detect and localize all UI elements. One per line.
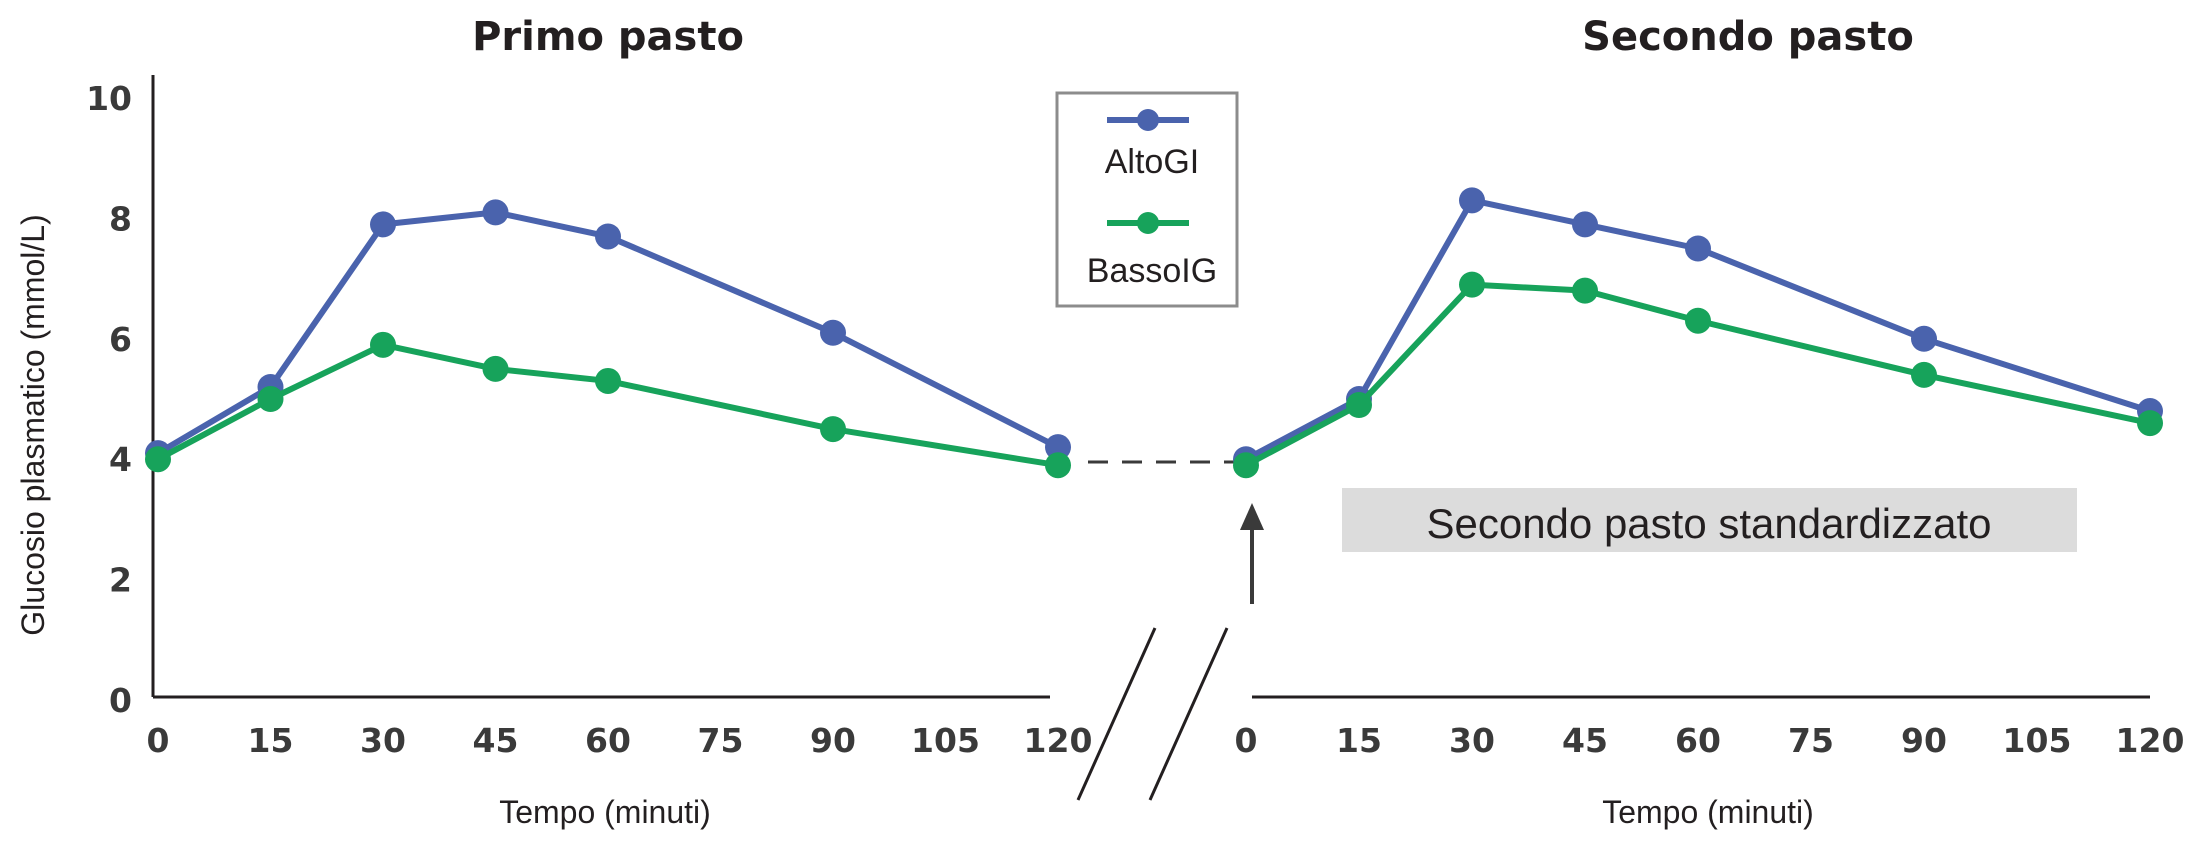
x-tick-label: 15 (1336, 721, 1382, 760)
data-point-alto (1572, 211, 1598, 238)
x-tick-label: 15 (248, 721, 294, 760)
data-point-alto (370, 211, 396, 238)
panel-title-secondo: Secondo pasto (1582, 14, 1914, 60)
axis-break-mark-left (1076, 627, 1157, 801)
x-axis-title-primo: Tempo (minuti) (499, 794, 711, 830)
data-point-alto (482, 199, 509, 226)
y-tick-label: 2 (109, 561, 132, 600)
x-tick-label: 30 (360, 721, 406, 760)
legend-label-basso: BassoIG (1087, 252, 1217, 290)
data-point-basso (482, 355, 509, 382)
y-tick-label: 0 (109, 681, 132, 720)
panel-title-primo: Primo pasto (472, 14, 744, 60)
data-point-basso (145, 446, 171, 473)
x-axis-title-secondo: Tempo (minuti) (1602, 794, 1814, 830)
x-tick-label: 75 (1788, 721, 1834, 760)
y-tick-label: 10 (86, 79, 132, 118)
x-tick-label: 90 (810, 721, 856, 760)
data-point-alto (820, 319, 846, 346)
x-tick-label: 120 (2116, 721, 2185, 760)
x-tick-label: 45 (1562, 721, 1608, 760)
data-point-basso (370, 331, 396, 358)
x-tick-label: 0 (147, 721, 170, 760)
x-tick-label: 30 (1449, 721, 1495, 760)
data-point-basso (257, 386, 284, 412)
data-point-basso (1685, 307, 1711, 334)
data-point-basso (820, 416, 846, 443)
annotation-box (1342, 488, 2077, 552)
data-point-basso (595, 367, 621, 394)
data-point-basso (1572, 277, 1598, 304)
data-point-alto (595, 223, 621, 250)
data-point-basso (1346, 392, 1372, 419)
x-tick-label: 75 (698, 721, 744, 760)
x-tick-label: 60 (585, 721, 631, 760)
data-point-alto (1911, 325, 1937, 352)
x-tick-label: 60 (1675, 721, 1721, 760)
x-tick-label: 90 (1901, 721, 1947, 760)
axis-break-mark-right (1148, 627, 1229, 801)
data-point-alto (1459, 187, 1485, 214)
data-point-alto (1045, 434, 1071, 461)
legend-label-alto: AltoGI (1105, 143, 1199, 181)
data-point-alto (1685, 235, 1711, 262)
series-lines (145, 187, 2163, 479)
data-point-basso (1459, 271, 1485, 298)
x-tick-label: 105 (2003, 721, 2072, 760)
data-point-basso (1911, 361, 1937, 388)
tick-labels: 0 2 4 6 8 10 0 15 30 45 60 75 90 105 120 0 15 30 45 60 75 90 1… (86, 79, 2184, 760)
data-point-basso (1045, 452, 1071, 479)
annotation-text: Secondo pasto standardizzato (1426, 500, 1991, 547)
x-tick-label: 105 (911, 721, 980, 760)
y-tick-label: 6 (109, 320, 132, 359)
y-axis-title: Glucosio plasmatico (mmol/L) (15, 214, 51, 635)
series-line-basso (156, 341, 1059, 469)
x-tick-label: 0 (1235, 721, 1258, 760)
y-tick-label: 4 (109, 440, 132, 479)
data-point-basso (1233, 452, 1259, 479)
data-point-basso (2137, 410, 2163, 437)
x-tick-label: 45 (473, 721, 519, 760)
y-tick-label: 8 (109, 199, 132, 238)
x-tick-label: 120 (1024, 721, 1093, 760)
legend-swatch-alto-dot (1137, 109, 1159, 131)
legend-swatch-basso-dot (1137, 212, 1159, 234)
second-meal-arrow-head (1240, 503, 1264, 530)
